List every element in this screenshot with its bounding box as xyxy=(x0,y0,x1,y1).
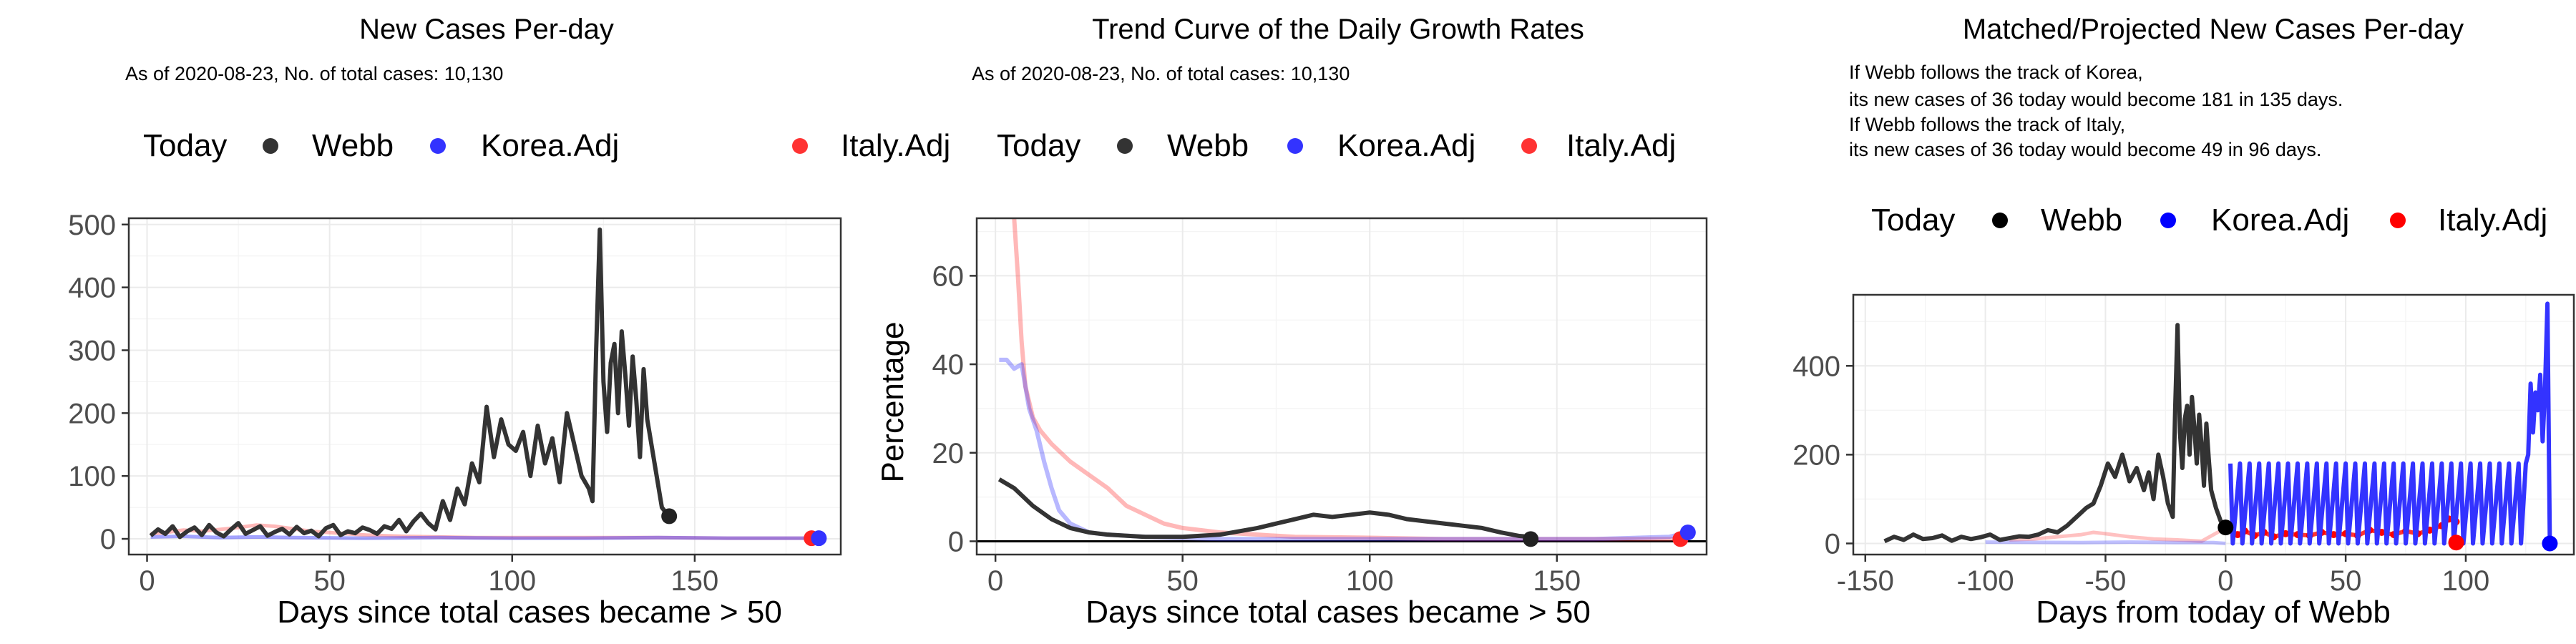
plot-border xyxy=(1852,293,2575,556)
x-tick-label: 0 xyxy=(987,565,1003,597)
series-line-italy-adj xyxy=(1012,218,1677,542)
x-tick-label: 50 xyxy=(2330,565,2362,597)
plot-background xyxy=(977,218,1707,555)
chart-title: New Cases Per-day xyxy=(359,14,614,45)
chart-subtitle-line-2: its new cases of 36 today would become 1… xyxy=(1849,89,2343,110)
y-tick-label: 400 xyxy=(1792,351,1840,382)
x-tick-label: 50 xyxy=(313,565,346,597)
y-tick-label: 40 xyxy=(932,349,965,381)
legend-korea-marker xyxy=(430,138,446,154)
x-axis-title: Days from today of Webb xyxy=(2036,595,2391,630)
x-tick-label: 100 xyxy=(488,565,536,597)
x-tick-label: 0 xyxy=(2218,565,2233,597)
legend-italy-label: Italy.Adj xyxy=(841,128,950,163)
y-tick-label: 500 xyxy=(68,210,116,241)
panel-projected-cases: Matched/Projected New Cases Per-day If W… xyxy=(1792,14,2575,630)
y-tick-label: 300 xyxy=(68,335,116,366)
today-point-webb xyxy=(1523,531,1539,547)
legend-today-label: Today xyxy=(1871,203,1955,238)
plot-area: 0 50 100 150 0 100 200 300 400 500 xyxy=(68,210,842,597)
today-point-korea-adj xyxy=(1679,525,1696,541)
series-line-italy-adj-matched xyxy=(2009,526,2227,543)
x-tick-label: 100 xyxy=(1346,565,1394,597)
y-tick-label: 0 xyxy=(948,526,964,557)
x-axis-title: Days since total cases became > 50 xyxy=(277,595,782,630)
x-tick-label: 150 xyxy=(671,565,719,597)
chart-subtitle-line-4: its new cases of 36 today would become 4… xyxy=(1849,139,2321,160)
legend-webb-label: Webb xyxy=(1167,128,1249,163)
plot-border xyxy=(975,217,1708,556)
today-point-webb xyxy=(661,508,678,525)
legend-italy-marker xyxy=(792,138,808,154)
chart-subtitle: As of 2020-08-23, No. of total cases: 10… xyxy=(972,63,1350,84)
y-tick-label: 60 xyxy=(932,260,965,292)
plot-area: 0 50 100 150 0 20 40 60 xyxy=(932,217,1708,597)
chart-title: Trend Curve of the Daily Growth Rates xyxy=(1092,14,1584,45)
x-tick-label: -100 xyxy=(1957,565,2014,597)
legend: Today Webb Korea.Adj Italy.Adj xyxy=(1871,203,2547,238)
x-tick-label: -150 xyxy=(1837,565,1894,597)
legend-webb-marker xyxy=(263,138,278,154)
y-tick-label: 400 xyxy=(68,273,116,304)
legend-italy-label: Italy.Adj xyxy=(2438,203,2547,238)
chart-title: Matched/Projected New Cases Per-day xyxy=(1963,14,2464,45)
x-tick-label: 50 xyxy=(1166,565,1199,597)
chart-subtitle-line-1: If Webb follows the track of Korea, xyxy=(1849,62,2143,83)
legend-korea-label: Korea.Adj xyxy=(481,128,619,163)
series-line-webb xyxy=(149,227,671,540)
panel-growth-rates: Trend Curve of the Daily Growth Rates As… xyxy=(875,14,1708,630)
legend-webb-marker xyxy=(1117,138,1133,154)
series-line-korea-adj-projected xyxy=(2228,301,2552,546)
chart-subtitle-line-3: If Webb follows the track of Italy, xyxy=(1849,114,2125,135)
x-axis-title: Days since total cases became > 50 xyxy=(1085,595,1591,630)
series-line-webb xyxy=(997,477,1531,540)
legend: Today Webb Korea.Adj Italy.Adj xyxy=(997,128,1676,163)
y-tick-label: 100 xyxy=(68,461,116,492)
y-tick-label: 20 xyxy=(932,438,965,469)
series-group xyxy=(149,227,827,547)
today-point-webb xyxy=(2218,519,2234,536)
y-tick-label: 200 xyxy=(68,398,116,429)
legend-korea-label: Korea.Adj xyxy=(2211,203,2349,238)
series-group xyxy=(1883,301,2558,552)
x-tick-label: 100 xyxy=(2442,565,2490,597)
legend-webb-label: Webb xyxy=(312,128,394,163)
legend-webb-marker xyxy=(1992,213,2008,228)
plot-background xyxy=(129,218,841,555)
legend: Today Webb Korea.Adj Italy.Adj xyxy=(143,128,950,163)
today-point-italy-adj xyxy=(2448,535,2464,551)
legend-webb-label: Webb xyxy=(2041,203,2122,238)
y-tick-label: 200 xyxy=(1792,439,1840,471)
legend-today-label: Today xyxy=(997,128,1080,163)
panel-new-cases: New Cases Per-day As of 2020-08-23, No. … xyxy=(68,14,950,630)
x-tick-label: -50 xyxy=(2085,565,2127,597)
y-axis-title: Percentage xyxy=(875,321,910,482)
today-point-korea-adj xyxy=(2542,535,2558,552)
x-tick-label: 0 xyxy=(139,565,155,597)
legend-italy-marker xyxy=(2390,213,2406,228)
y-tick-label: 0 xyxy=(1825,528,1840,560)
series-line-webb xyxy=(1883,323,2228,544)
legend-korea-marker xyxy=(2160,213,2176,228)
y-tick-label: 0 xyxy=(100,524,116,555)
legend-italy-label: Italy.Adj xyxy=(1566,128,1676,163)
series-line-korea-adj xyxy=(150,535,823,540)
x-tick-label: 150 xyxy=(1533,565,1581,597)
plot-area: -150 -100 -50 0 50 100 0 200 400 xyxy=(1792,293,2575,597)
legend-korea-label: Korea.Adj xyxy=(1337,128,1475,163)
plot-border xyxy=(127,217,842,556)
chart-subtitle: As of 2020-08-23, No. of total cases: 10… xyxy=(125,63,503,84)
today-point-korea-adj xyxy=(811,530,827,547)
series-group xyxy=(977,218,1707,547)
legend-today-label: Today xyxy=(143,128,227,163)
series-line-korea-adj-matched xyxy=(1985,540,2226,545)
legend-korea-marker xyxy=(1287,138,1303,154)
legend-italy-marker xyxy=(1521,138,1537,154)
